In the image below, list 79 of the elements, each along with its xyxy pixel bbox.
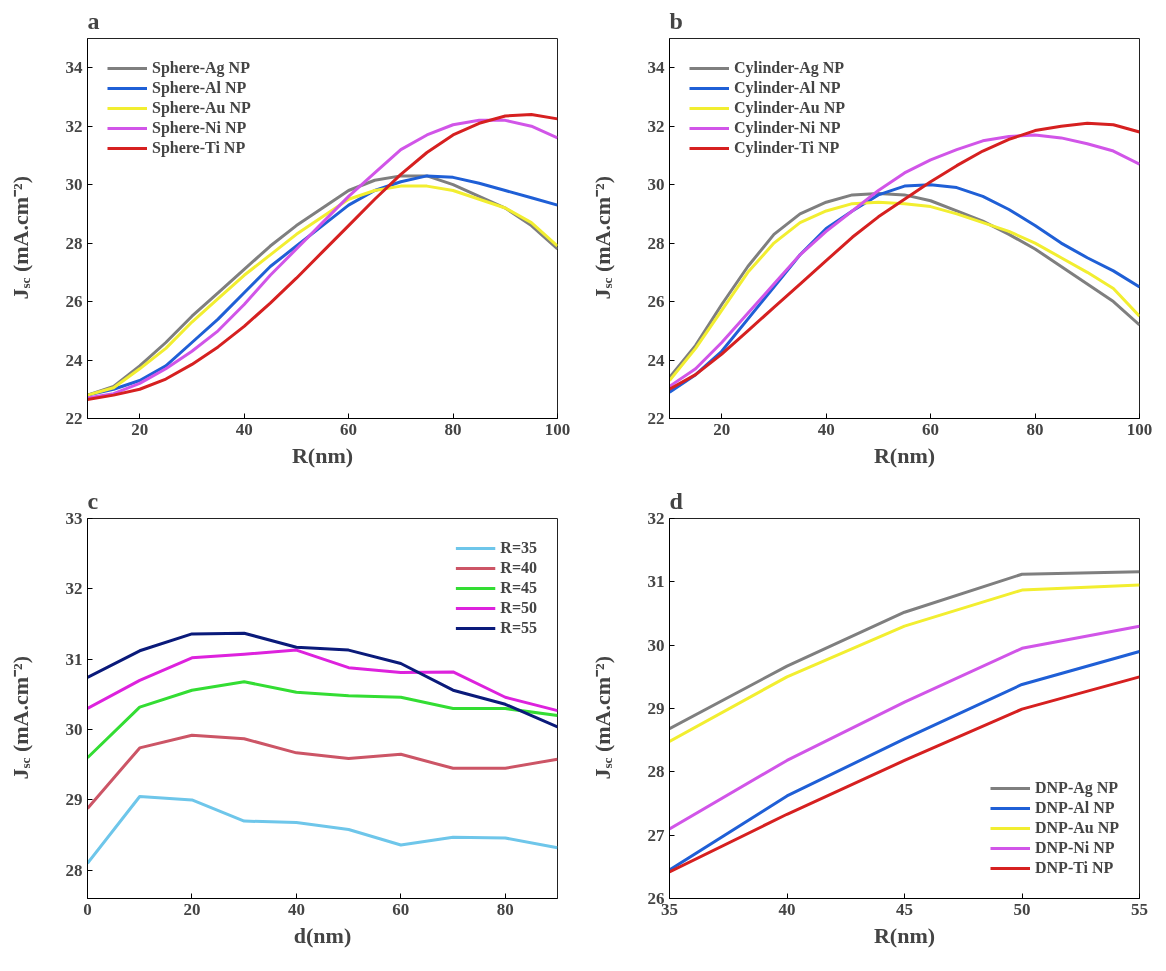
- y-tick-label: 32: [647, 116, 665, 136]
- chart-title: c: [87, 487, 99, 514]
- legend-label: DNP-Ti NP: [1035, 859, 1114, 877]
- legend-label: Sphere-Al NP: [152, 79, 247, 97]
- y-tick-label: 24: [647, 350, 665, 370]
- x-tick-label: 80: [496, 899, 514, 919]
- x-tick-label: 45: [896, 899, 913, 919]
- legend-label: Sphere-Au NP: [152, 99, 251, 117]
- legend-label: R=50: [500, 599, 537, 617]
- y-tick-label: 26: [647, 292, 665, 312]
- legend-label: Cylinder-Au NP: [734, 99, 845, 117]
- x-tick-label: 100: [1126, 419, 1153, 439]
- y-tick-label: 24: [65, 350, 83, 370]
- x-tick-label: 60: [392, 899, 410, 919]
- y-tick-label: 32: [65, 116, 83, 136]
- x-tick-label: 100: [544, 419, 571, 439]
- y-tick-label: 32: [65, 579, 83, 599]
- y-tick-label: 31: [65, 649, 83, 669]
- legend-label: DNP-Au NP: [1035, 819, 1119, 837]
- y-tick-label: 28: [647, 762, 665, 782]
- y-tick-label: 22: [65, 409, 83, 428]
- y-tick-label: 32: [647, 509, 665, 528]
- y-tick-label: 31: [647, 572, 665, 592]
- x-tick-label: 0: [83, 899, 92, 919]
- line-series: [87, 794, 558, 865]
- y-tick-label: 28: [65, 860, 83, 880]
- y-tick-label: 28: [65, 233, 83, 253]
- x-tick-label: 20: [713, 419, 731, 439]
- x-axis-title: R(nm): [873, 922, 936, 948]
- legend-label: R=40: [500, 559, 537, 577]
- legend-label: Sphere-Ti NP: [152, 139, 246, 157]
- legend-label: R=45: [500, 579, 537, 597]
- y-tick-label: 30: [65, 720, 83, 740]
- x-axis-title: d(nm): [293, 922, 352, 948]
- x-tick-label: 55: [1131, 899, 1148, 919]
- x-axis-title: R(nm): [291, 442, 354, 468]
- y-tick-label: 29: [65, 790, 83, 810]
- legend-label: R=55: [500, 619, 537, 637]
- y-tick-label: 29: [647, 699, 665, 718]
- chart-title: a: [87, 7, 100, 34]
- line-series: [87, 631, 558, 729]
- legend-label: DNP-Al NP: [1035, 799, 1115, 817]
- chart-title: d: [669, 487, 684, 514]
- y-tick-label: 27: [647, 825, 665, 845]
- line-series: [87, 680, 558, 760]
- y-tick-label: 26: [65, 292, 83, 312]
- y-tick-label: 34: [647, 58, 665, 78]
- y-tick-label: 22: [647, 409, 665, 428]
- y-tick-label: 34: [65, 58, 83, 78]
- legend-label: Cylinder-Ni NP: [734, 119, 841, 137]
- x-tick-label: 20: [183, 899, 201, 919]
- line-series: [87, 648, 558, 713]
- line-series: [87, 733, 558, 810]
- y-tick-label: 28: [647, 233, 665, 253]
- legend-label: Cylinder-Al NP: [734, 79, 841, 97]
- y-tick-label: 30: [647, 175, 665, 195]
- legend-label: Cylinder-Ag NP: [734, 59, 845, 77]
- chart-title: b: [669, 7, 683, 34]
- x-tick-label: 40: [778, 899, 796, 919]
- x-tick-label: 80: [444, 419, 462, 439]
- legend-label: DNP-Ag NP: [1035, 779, 1119, 797]
- line-series: [669, 624, 1140, 831]
- y-tick-label: 30: [65, 175, 83, 195]
- x-tick-label: 50: [1013, 899, 1031, 919]
- x-tick-label: 60: [340, 419, 358, 439]
- x-tick-label: 60: [922, 419, 940, 439]
- x-tick-label: 20: [131, 419, 149, 439]
- y-tick-label: 33: [65, 509, 83, 528]
- legend-label: R=35: [500, 539, 537, 557]
- legend-label: Sphere-Ni NP: [152, 119, 247, 137]
- x-tick-label: 40: [287, 899, 305, 919]
- legend-label: DNP-Ni NP: [1035, 839, 1115, 857]
- legend-label: Cylinder-Ti NP: [734, 139, 840, 157]
- y-tick-label: 30: [647, 635, 665, 655]
- x-tick-label: 40: [235, 419, 253, 439]
- legend-label: Sphere-Ag NP: [152, 59, 250, 77]
- x-axis-title: R(nm): [873, 442, 936, 468]
- x-tick-label: 80: [1026, 419, 1044, 439]
- x-tick-label: 40: [817, 419, 835, 439]
